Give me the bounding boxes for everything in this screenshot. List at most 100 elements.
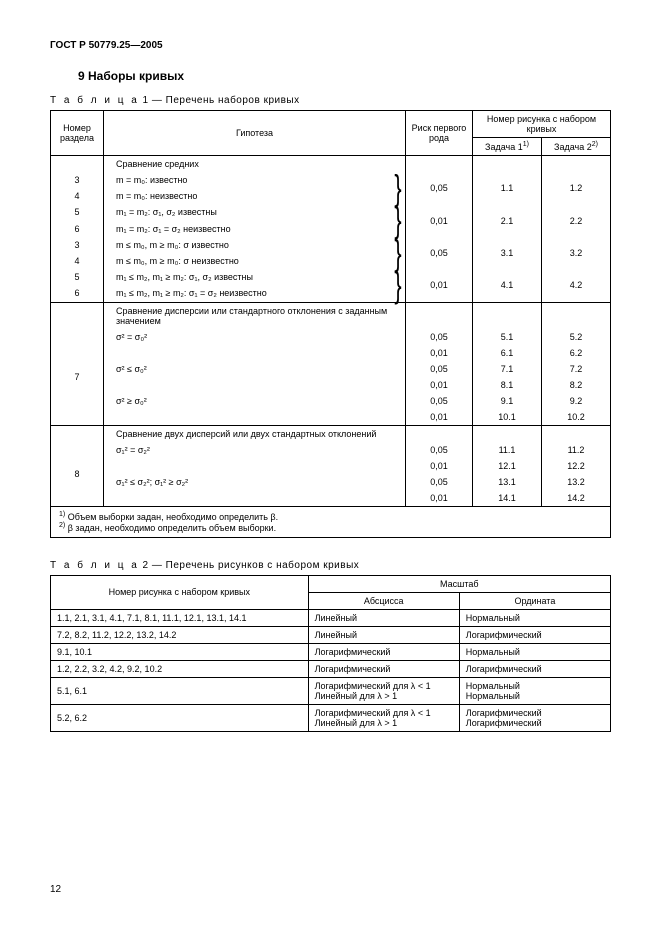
g1r6-f1: 3.1 [473, 237, 542, 269]
g1r3-hyp: m₁ = m₂: σ₁, σ₂ известны [104, 204, 392, 220]
table-cell: 1.1, 2.1, 3.1, 4.1, 7.1, 8.1, 11.1, 12.1… [51, 609, 309, 626]
g2r2-f1: 6.1 [473, 345, 542, 361]
table-cell: ЛогарифмическийЛогарифмический [459, 704, 610, 731]
page-number: 12 [50, 884, 61, 895]
g1r8-hyp: m₁ ≤ m₂, m₁ ≥ m₂: σ₁ = σ₂ неизвестно [104, 285, 392, 302]
table-cell: 9.1, 10.1 [51, 643, 309, 660]
g3r1-hyp: σ₁² = σ₂² [104, 442, 406, 458]
g3r3-f1: 13.1 [473, 474, 542, 490]
g2r2-risk: 0,01 [406, 345, 473, 361]
g1r2-risk: 0,05 [406, 172, 473, 204]
table-cell: 5.1, 6.1 [51, 677, 309, 704]
g1r8-risk: 0,01 [406, 269, 473, 302]
g1r4-f1: 2.1 [473, 204, 542, 236]
g1r4-f2: 2.2 [542, 204, 611, 236]
g2r3-f1: 7.1 [473, 361, 542, 377]
g3r4-f2: 14.2 [542, 490, 611, 507]
table-cell: Линейный [308, 609, 459, 626]
document-header: ГОСТ Р 50779.25—2005 [50, 40, 611, 51]
g3r2-risk: 0,01 [406, 458, 473, 474]
g2r1-risk: 0,05 [406, 329, 473, 345]
g2-head: Сравнение дисперсии или стандартного отк… [104, 302, 406, 329]
section-title: 9 Наборы кривых [78, 69, 611, 83]
t2-h2a: Абсцисса [308, 592, 459, 609]
g2r2-f2: 6.2 [542, 345, 611, 361]
g2r1-f2: 5.2 [542, 329, 611, 345]
g3r2-f1: 12.1 [473, 458, 542, 474]
t1-h-risk: Риск первого рода [406, 111, 473, 156]
table-cell: НормальныйНормальный [459, 677, 610, 704]
g1r1-sec: 3 [51, 172, 104, 188]
g3-sec: 8 [51, 442, 104, 507]
table2-caption-prefix: Т а б л и ц а [50, 560, 139, 571]
g2r4-f1: 8.1 [473, 377, 542, 393]
g1r6-risk: 0,05 [406, 237, 473, 269]
g1r8-sec: 6 [51, 285, 104, 302]
g2r3-f2: 7.2 [542, 361, 611, 377]
g1r4-hyp: m₁ = m₂: σ₁ = σ₂ неизвестно [104, 221, 392, 237]
table2: Номер рисунка с набором кривых Масштаб А… [50, 575, 611, 732]
g3r3-risk: 0,05 [406, 474, 473, 490]
t1-h-task2: Задача 22) [542, 138, 611, 156]
t2-h2b: Ордината [459, 592, 610, 609]
g2-sec: 7 [51, 329, 104, 426]
g1r2-f2: 1.2 [542, 172, 611, 204]
g2r6-f1: 10.1 [473, 409, 542, 426]
table-cell: Логарифмический [308, 643, 459, 660]
t1-h-task1: Задача 11) [473, 138, 542, 156]
table-cell: Линейный [308, 626, 459, 643]
table-cell: Логарифмический [308, 660, 459, 677]
table-cell: Логарифмический для λ < 1Линейный для λ … [308, 677, 459, 704]
g1r2-f1: 1.1 [473, 172, 542, 204]
table2-caption-text: 2 — Перечень рисунков с набором кривых [139, 560, 359, 571]
g2r1-f1: 5.1 [473, 329, 542, 345]
brace-icon: } [394, 269, 401, 301]
g1r5-hyp: m ≤ m₀, m ≥ m₀: σ известно [104, 237, 392, 253]
table-cell: 7.2, 8.2, 11.2, 12.2, 13.2, 14.2 [51, 626, 309, 643]
g3r1-risk: 0,05 [406, 442, 473, 458]
g3r3-f2: 13.2 [542, 474, 611, 490]
g1-head: Сравнение средних [104, 156, 406, 173]
g3r4-risk: 0,01 [406, 490, 473, 507]
g2r3-hyp: σ² ≤ σ₀² [104, 361, 406, 377]
g3r1-f1: 11.1 [473, 442, 542, 458]
t2-h1: Номер рисунка с набором кривых [51, 575, 309, 609]
g1r2-hyp: m = m₀: неизвестно [104, 188, 392, 204]
g2r5-f2: 9.2 [542, 393, 611, 409]
g1r8-f2: 4.2 [542, 269, 611, 302]
g1r4-risk: 0,01 [406, 204, 473, 236]
table1-caption: Т а б л и ц а 1 — Перечень наборов кривы… [50, 95, 611, 106]
g1r7-sec: 5 [51, 269, 104, 285]
table-cell: Логарифмический [459, 626, 610, 643]
g2r4-risk: 0,01 [406, 377, 473, 393]
table2-caption: Т а б л и ц а 2 — Перечень рисунков с на… [50, 560, 611, 571]
g2r1-hyp: σ² = σ₀² [104, 329, 406, 345]
g2r4-f2: 8.2 [542, 377, 611, 393]
t1-footnotes: 1) Объем выборки задан, необходимо опред… [51, 506, 611, 537]
g3r3-hyp: σ₁² ≤ σ₂²; σ₁² ≥ σ₂² [104, 474, 406, 490]
g2r6-f2: 10.2 [542, 409, 611, 426]
table-cell: Нормальный [459, 643, 610, 660]
g1r2-sec: 4 [51, 188, 104, 204]
g2r6-risk: 0,01 [406, 409, 473, 426]
g1r8-f1: 4.1 [473, 269, 542, 302]
g2r5-f1: 9.1 [473, 393, 542, 409]
g1r3-sec: 5 [51, 204, 104, 220]
t1-h-hyp: Гипотеза [104, 111, 406, 156]
g1r6-sec: 4 [51, 253, 104, 269]
g1r5-sec: 3 [51, 237, 104, 253]
g2r3-risk: 0,05 [406, 361, 473, 377]
t1-h-fig: Номер рисунка с набором кривых [473, 111, 611, 138]
g3-head: Сравнение двух дисперсий или двух станда… [104, 425, 406, 442]
g1r4-sec: 6 [51, 221, 104, 237]
table1: Номер раздела Гипотеза Риск первого рода… [50, 110, 611, 538]
table-cell: Логарифмический [459, 660, 610, 677]
g1r1-hyp: m = m₀: известно [104, 172, 392, 188]
table-cell: Нормальный [459, 609, 610, 626]
g3r2-f2: 12.2 [542, 458, 611, 474]
g1r6-f2: 3.2 [542, 237, 611, 269]
table1-caption-prefix: Т а б л и ц а [50, 95, 139, 106]
g1r6-hyp: m ≤ m₀, m ≥ m₀: σ неизвестно [104, 253, 392, 269]
g2r5-risk: 0,05 [406, 393, 473, 409]
table-cell: 1.2, 2.2, 3.2, 4.2, 9.2, 10.2 [51, 660, 309, 677]
